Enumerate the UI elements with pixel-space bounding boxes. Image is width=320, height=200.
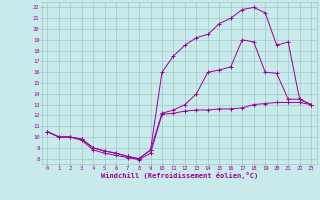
X-axis label: Windchill (Refroidissement éolien,°C): Windchill (Refroidissement éolien,°C) <box>100 172 258 179</box>
